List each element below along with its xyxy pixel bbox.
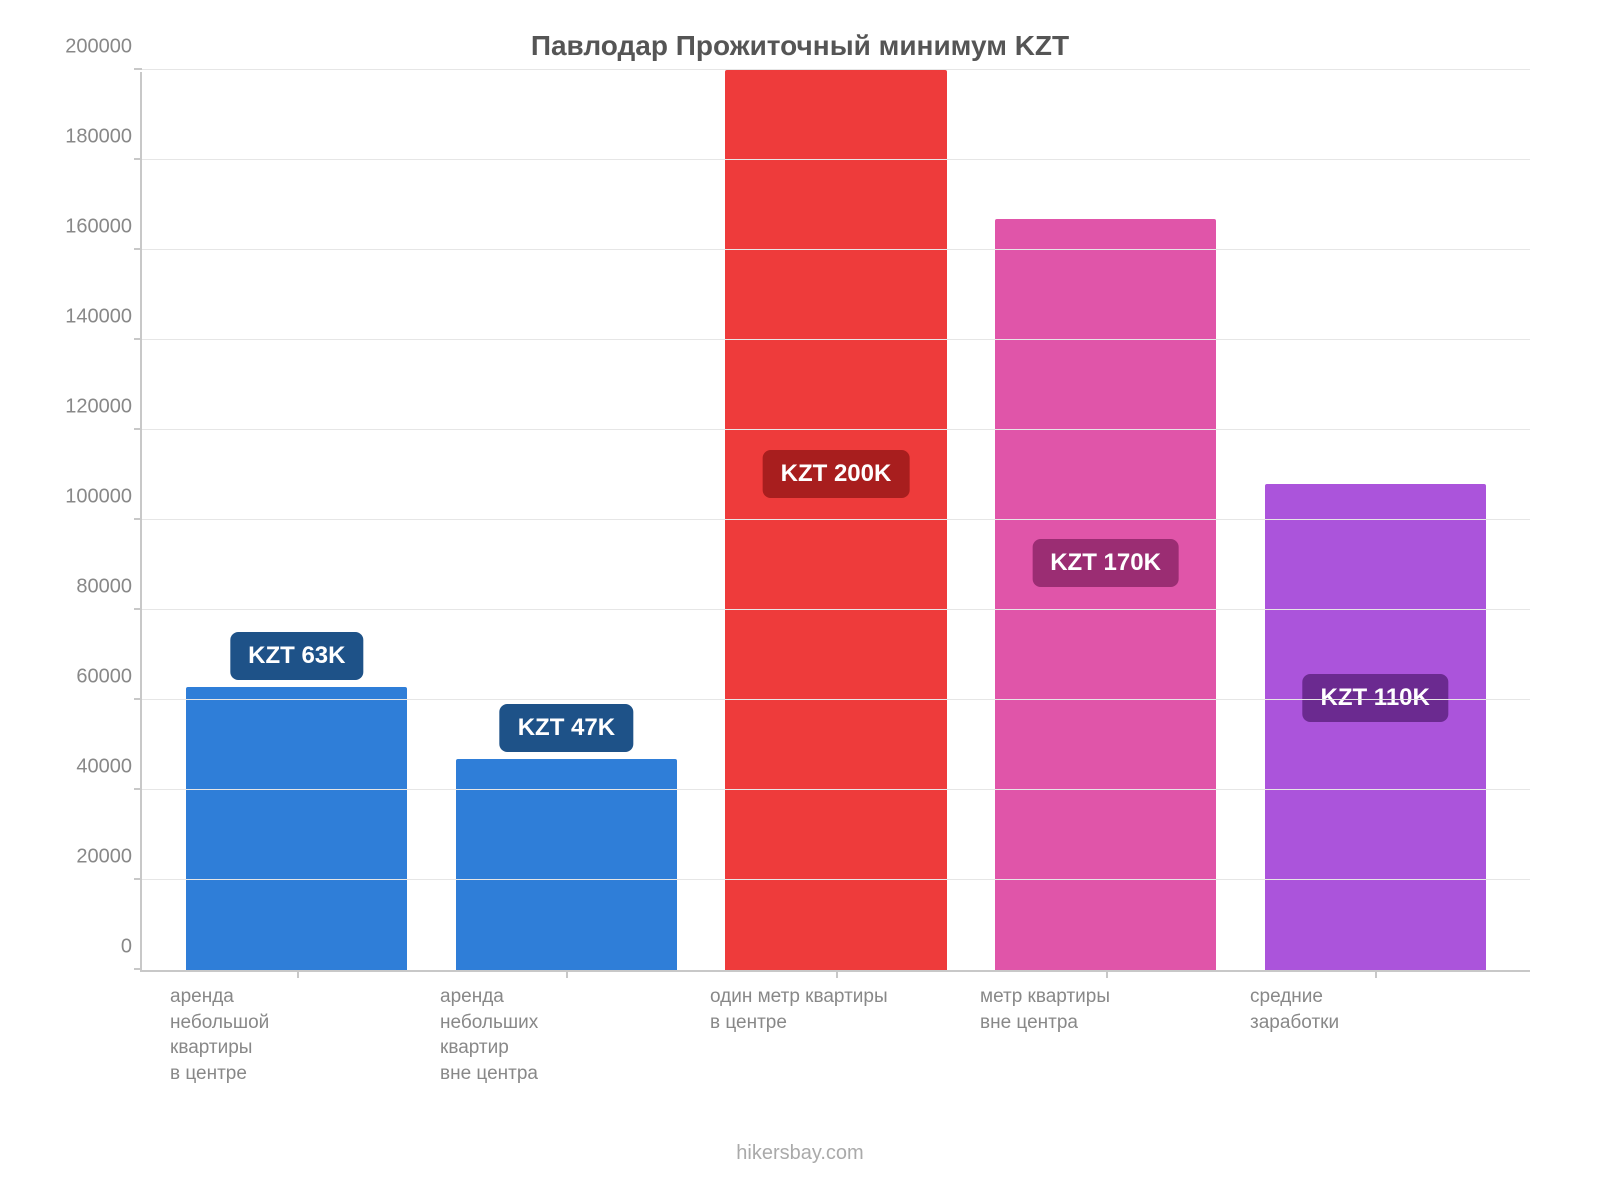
bar-slot: KZT 63K — [162, 72, 432, 970]
x-axis-label: аренданебольшихквартирвне центра — [430, 984, 700, 1087]
bar: KZT 110K — [1265, 484, 1486, 970]
bars-group: KZT 63KKZT 47KKZT 200KKZT 170KKZT 110K — [142, 72, 1530, 970]
x-axis-label-line: метр квартиры — [980, 984, 1230, 1010]
chart-container: Павлодар Прожиточный минимум KZT KZT 63K… — [0, 0, 1600, 1200]
y-tick-mark — [134, 248, 142, 250]
bar: KZT 170K — [995, 219, 1216, 971]
x-axis-label-line: квартиры — [170, 1035, 420, 1061]
y-tick-mark — [134, 788, 142, 790]
bar-value-badge: KZT 170K — [1032, 539, 1179, 587]
x-axis-labels: аренданебольшойквартирыв центреаренданеб… — [140, 972, 1530, 1087]
x-axis-label-line: вне центра — [980, 1010, 1230, 1036]
gridline — [142, 339, 1530, 340]
y-tick-label: 180000 — [52, 126, 132, 149]
y-tick-label: 20000 — [52, 846, 132, 869]
y-tick-label: 160000 — [52, 216, 132, 239]
y-tick-mark — [134, 518, 142, 520]
gridline — [142, 69, 1530, 70]
y-tick-mark — [134, 878, 142, 880]
bar-value-badge: KZT 63K — [230, 632, 363, 680]
gridline — [142, 879, 1530, 880]
y-tick-label: 140000 — [52, 306, 132, 329]
gridline — [142, 159, 1530, 160]
bar-value-badge: KZT 110K — [1302, 674, 1447, 722]
x-axis-label-line: в центре — [710, 1010, 960, 1036]
x-axis-label: один метр квартирыв центре — [700, 984, 970, 1087]
chart-title: Павлодар Прожиточный минимум KZT — [30, 30, 1570, 62]
bar-value-badge: KZT 47K — [500, 704, 633, 752]
y-tick-mark — [134, 428, 142, 430]
x-axis-label-line: в центре — [170, 1061, 420, 1087]
y-tick-mark — [134, 698, 142, 700]
y-tick-mark — [134, 68, 142, 70]
bar-slot: KZT 170K — [971, 72, 1241, 970]
y-tick-mark — [134, 968, 142, 970]
x-axis-label: метр квартирывне центра — [970, 984, 1240, 1087]
y-tick-mark — [134, 608, 142, 610]
x-axis-label-line: вне центра — [440, 1061, 690, 1087]
y-tick-label: 120000 — [52, 396, 132, 419]
x-axis-label-line: квартир — [440, 1035, 690, 1061]
gridline — [142, 429, 1530, 430]
x-axis-label-line: аренда — [170, 984, 420, 1010]
attribution-text: hikersbay.com — [30, 1142, 1570, 1165]
x-axis-label-line: аренда — [440, 984, 690, 1010]
y-tick-label: 200000 — [52, 36, 132, 59]
x-axis-label-line: небольшой — [170, 1010, 420, 1036]
x-axis-label-line: небольших — [440, 1010, 690, 1036]
gridline — [142, 519, 1530, 520]
x-axis-label-line: заработки — [1250, 1010, 1500, 1036]
gridline — [142, 609, 1530, 610]
y-tick-label: 60000 — [52, 666, 132, 689]
x-axis-label: средниезаработки — [1240, 984, 1510, 1087]
y-tick-mark — [134, 158, 142, 160]
bar: KZT 200K — [725, 70, 946, 970]
gridline — [142, 699, 1530, 700]
gridline — [142, 789, 1530, 790]
y-tick-label: 0 — [52, 936, 132, 959]
x-axis-label-line: средние — [1250, 984, 1500, 1010]
bar: KZT 63K — [186, 687, 407, 971]
bar: KZT 47K — [456, 759, 677, 971]
y-tick-label: 80000 — [52, 576, 132, 599]
x-axis-label-line: один метр квартиры — [710, 984, 960, 1010]
y-tick-label: 100000 — [52, 486, 132, 509]
plot-area: KZT 63KKZT 47KKZT 200KKZT 170KKZT 110K 0… — [140, 72, 1530, 972]
bar-value-badge: KZT 200K — [763, 450, 910, 498]
y-tick-mark — [134, 338, 142, 340]
bar-slot: KZT 200K — [701, 72, 971, 970]
bar-slot: KZT 47K — [432, 72, 702, 970]
x-axis-label: аренданебольшойквартирыв центре — [160, 984, 430, 1087]
bar-slot: KZT 110K — [1240, 72, 1510, 970]
gridline — [142, 249, 1530, 250]
y-tick-label: 40000 — [52, 756, 132, 779]
